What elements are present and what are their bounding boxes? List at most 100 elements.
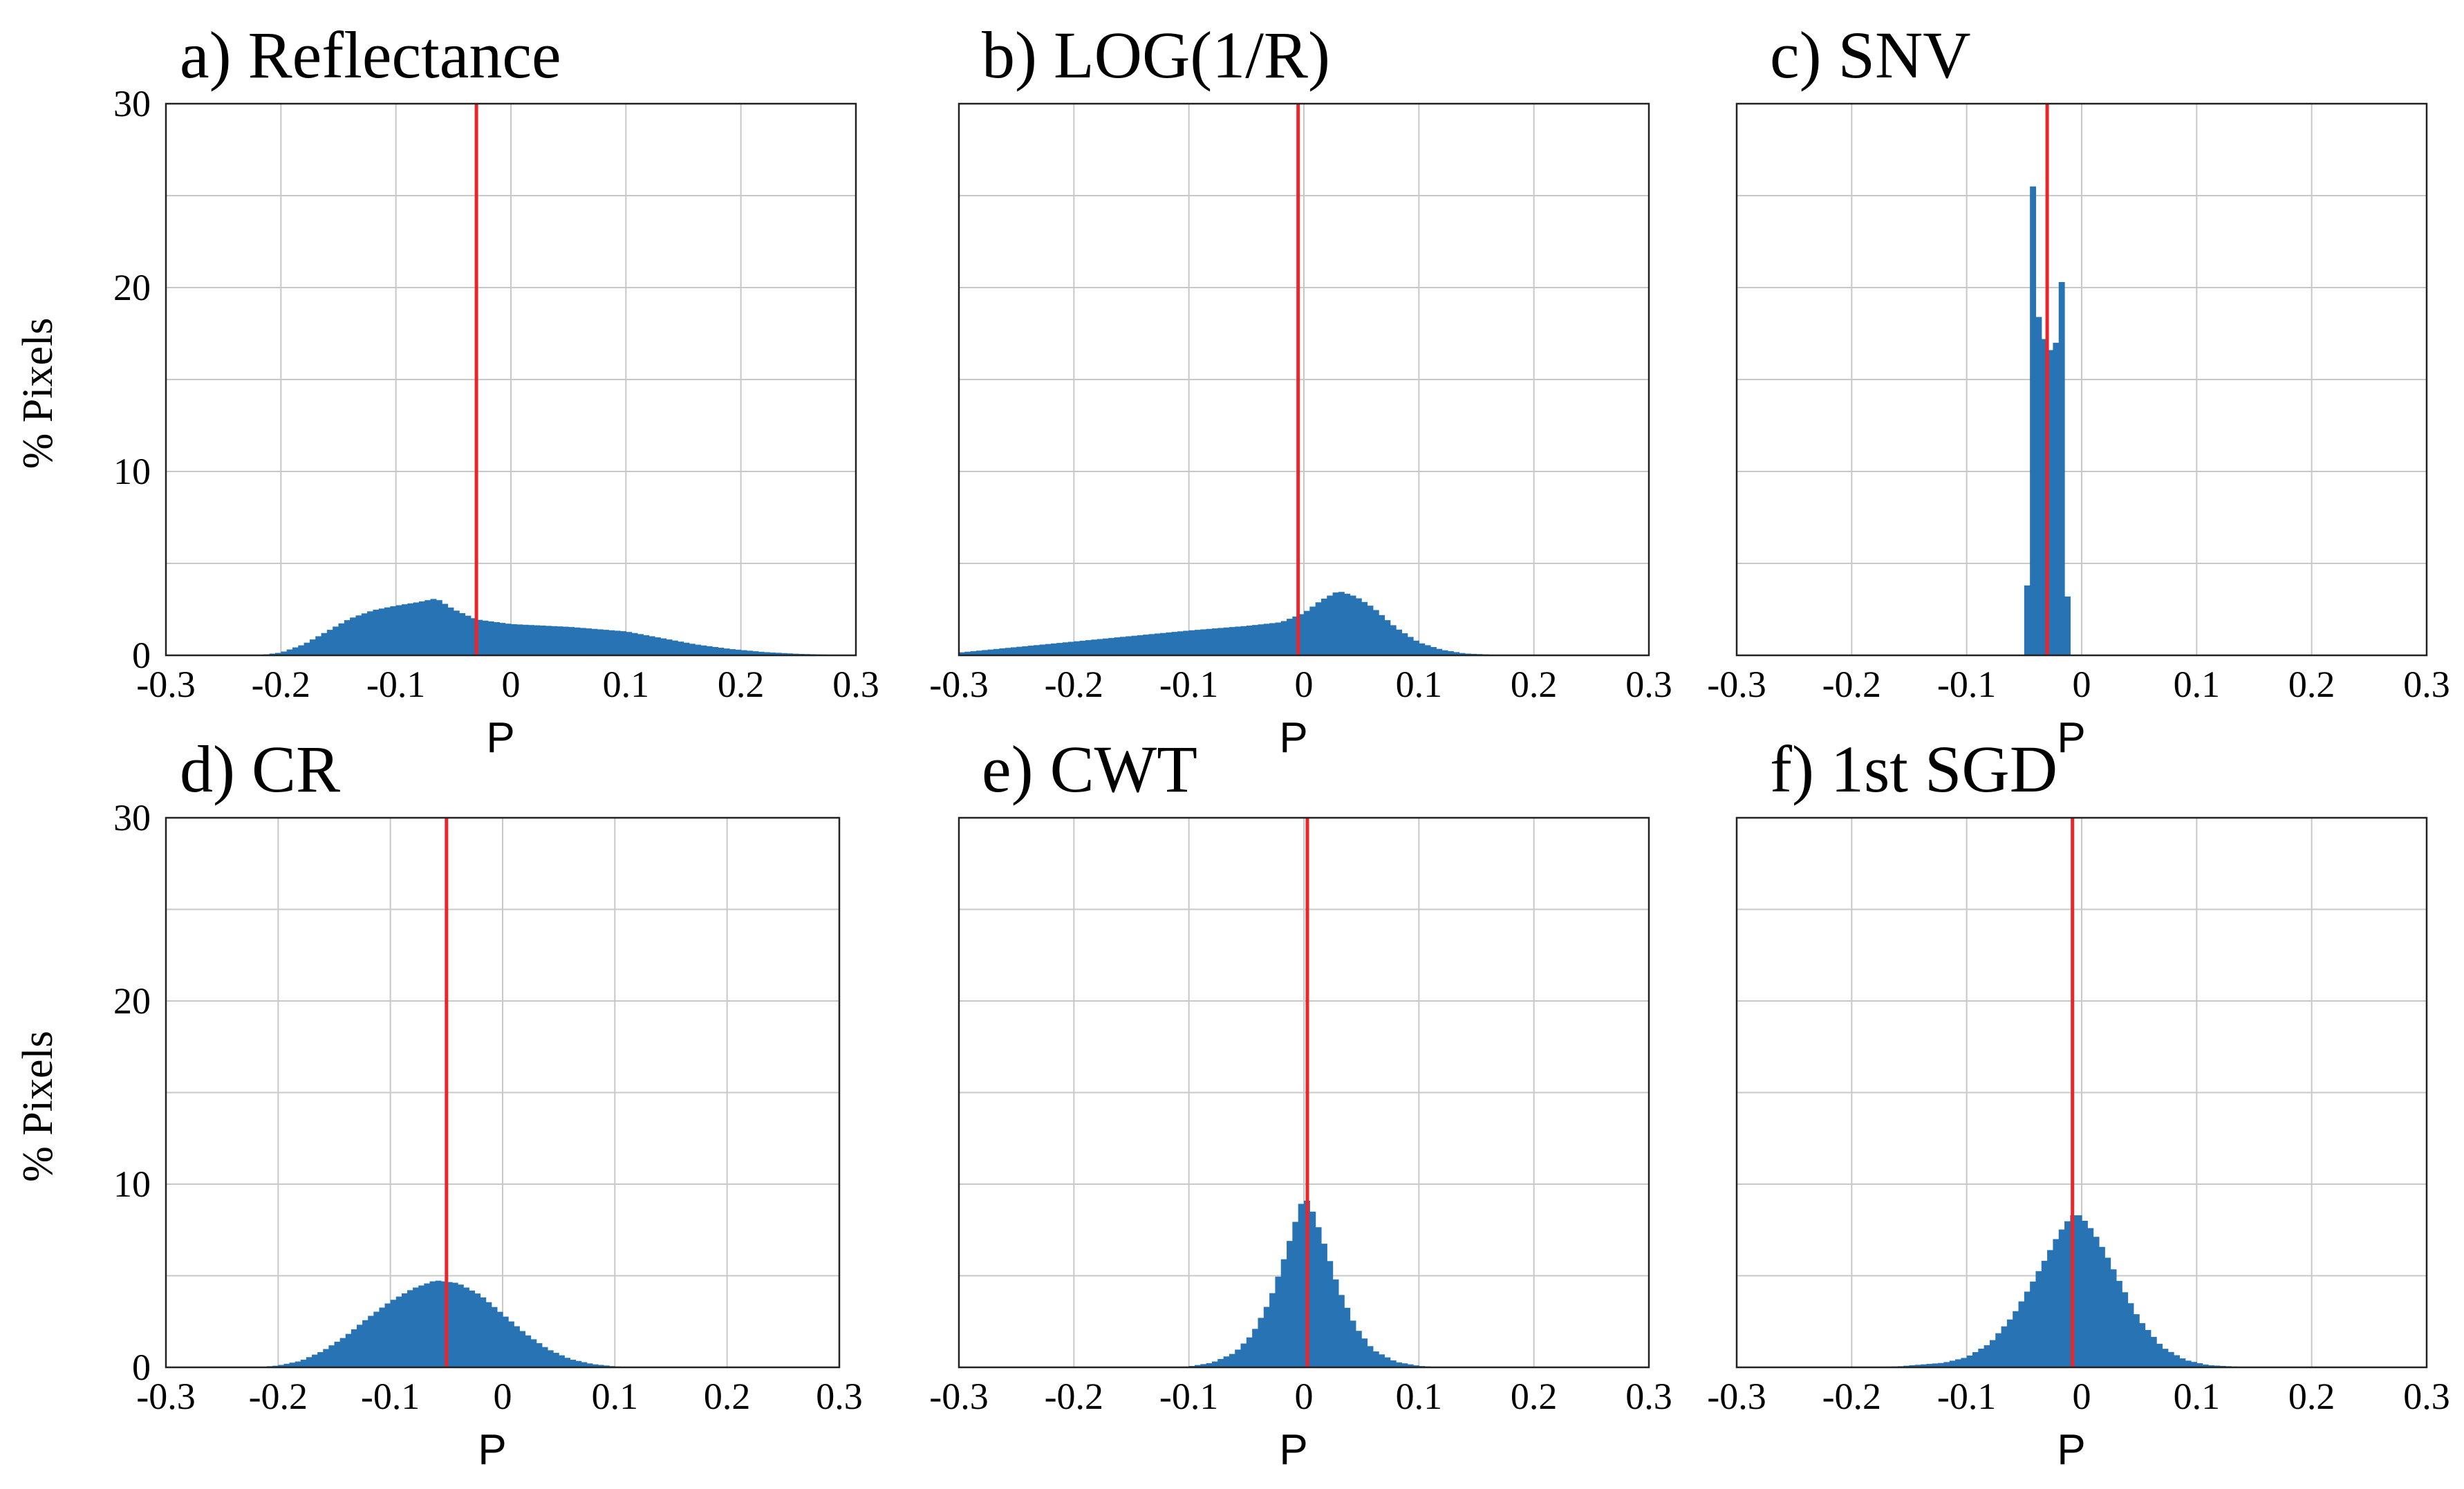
histogram-bar (1390, 1360, 1397, 1367)
histogram-bar (491, 1307, 498, 1367)
histogram-bar (1320, 1244, 1327, 1367)
histogram-bar (528, 625, 534, 655)
histogram-bar (2150, 1336, 2157, 1367)
histogram-bar (1034, 645, 1040, 655)
histogram-bars (959, 592, 1523, 655)
histogram-bar (1200, 629, 1207, 655)
histogram-bar (2035, 1271, 2042, 1367)
histogram-bar (579, 628, 586, 655)
histogram-bar (1211, 628, 1218, 655)
histogram-bar (1304, 610, 1310, 655)
x-tick-label: 0 (1295, 664, 1314, 705)
histogram-bar (706, 646, 713, 655)
histogram-bar (312, 1354, 318, 1367)
histogram-bar (317, 1351, 324, 1367)
x-tick-label: -0.3 (929, 664, 988, 705)
histogram-bar (1280, 1259, 1287, 1367)
panel-3: -0.3 -0.2 -0.1 0 0.1 0.2 0.3 Pc) SNV (1707, 18, 2449, 762)
histogram-bar (1447, 651, 1454, 655)
x-tick-label: 0.2 (2288, 1376, 2335, 1417)
histogram-bar (424, 1283, 431, 1367)
x-tick-label: -0.1 (1937, 1376, 1996, 1417)
histogram-bar (525, 1335, 532, 1367)
histogram-bar (1361, 601, 1368, 655)
histogram-bar (373, 609, 380, 655)
histogram-bar (758, 651, 765, 655)
histogram-bar (1938, 1362, 1944, 1367)
histogram-bar (1188, 630, 1195, 655)
x-tick-label: -0.2 (1045, 1376, 1103, 1417)
histogram-bar (1407, 1364, 1414, 1367)
histogram-bar (1102, 638, 1109, 655)
histogram-bar (451, 1282, 458, 1367)
histogram-bar (1079, 640, 1086, 655)
histogram-bar (591, 628, 598, 655)
x-tick-label: -0.3 (136, 1376, 195, 1417)
histogram-bar (395, 605, 402, 655)
histogram-bar (2185, 1360, 2192, 1367)
histogram-bar (626, 632, 633, 655)
histogram-bar (1258, 1318, 1264, 1367)
histogram-bar (2030, 1281, 2037, 1367)
histogram-bar (959, 652, 965, 655)
histogram-bar (1166, 632, 1173, 655)
panel-title: a) Reflectance (180, 18, 561, 92)
x-axis-label: P (1279, 1426, 1307, 1474)
histogram-bar (1914, 1365, 1921, 1367)
histogram-bar (283, 1363, 290, 1367)
x-tick-label: -0.1 (1937, 664, 1996, 705)
histogram-bar (2024, 585, 2031, 655)
histogram-bar (1246, 1337, 1253, 1367)
histogram-bar (1984, 1345, 1990, 1367)
x-tick-label: -0.3 (136, 664, 195, 705)
histogram-bar (1332, 592, 1339, 655)
histogram-bar (344, 620, 351, 655)
histogram-bar (1194, 630, 1201, 655)
histogram-bar (1413, 1365, 1419, 1367)
x-axis-label: P (2057, 1426, 2085, 1474)
histogram-bar (1263, 624, 1270, 655)
histogram-bar (1292, 1221, 1299, 1367)
x-tick-label: 0.1 (1396, 1376, 1443, 1417)
histogram-bar (1355, 1331, 1362, 1367)
histogram-bar (514, 1326, 520, 1367)
histogram-bar (648, 636, 655, 655)
histogram-bar (292, 647, 299, 655)
y-tick-label: 30 (113, 83, 151, 124)
histogram-bar (278, 1365, 285, 1367)
histogram-bar (666, 639, 673, 655)
histogram-bar (586, 628, 592, 655)
histogram-bar (1372, 610, 1379, 655)
histogram-bar (2093, 1237, 2100, 1367)
x-tick-label: 0.2 (1511, 664, 1558, 705)
histogram-bar (470, 618, 477, 655)
histogram-bar (1287, 1241, 1293, 1367)
histogram-bar (321, 633, 328, 655)
histogram-bar (1148, 634, 1155, 655)
x-tick-label: 0.3 (1625, 1376, 1672, 1417)
x-tick-label: 0.2 (704, 1376, 751, 1417)
histogram-bar (2047, 350, 2054, 655)
histogram-bar (597, 629, 604, 655)
histogram-bar (390, 606, 397, 655)
histogram-bar (1292, 616, 1299, 655)
histogram-bar (367, 611, 373, 655)
histogram-bar (1459, 653, 1466, 655)
histogram-bar (522, 624, 529, 655)
histogram-bar (568, 627, 575, 655)
plot-frame (165, 816, 841, 1369)
histogram-bar (1949, 1360, 1956, 1367)
histogram-bar (442, 603, 449, 655)
histogram-bar (1085, 640, 1092, 655)
histogram-bar (539, 625, 546, 655)
panel-title: f) 1st SGD (1770, 732, 2057, 806)
histogram-bar (508, 1321, 514, 1367)
histogram-bar (1320, 598, 1327, 655)
histogram-bar (1269, 1293, 1276, 1367)
histogram-bar (534, 625, 541, 655)
histogram-bar (614, 630, 621, 655)
x-tick-label: 0 (494, 1376, 512, 1417)
histogram-bar (1344, 593, 1351, 655)
histogram-bar (752, 651, 759, 655)
histogram-bar (2024, 1291, 2031, 1367)
